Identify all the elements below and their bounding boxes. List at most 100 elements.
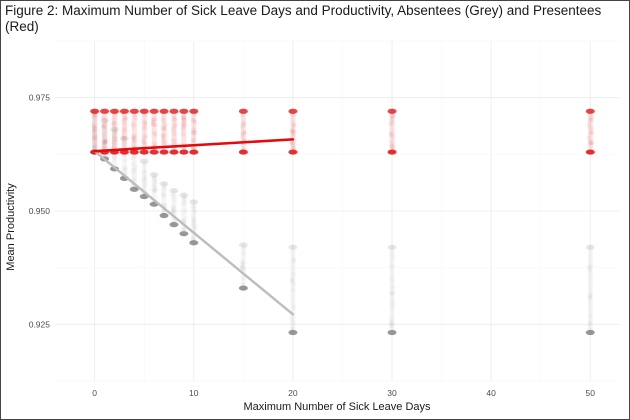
scatter-point (140, 138, 146, 144)
scatter-point (153, 188, 158, 194)
scatter-point (242, 130, 248, 135)
scatter-point (171, 128, 177, 134)
scatter-point (589, 140, 594, 145)
scatter-point (390, 134, 396, 139)
scatter-point (161, 118, 166, 124)
scatter-point (181, 194, 187, 200)
scatter-point (240, 281, 246, 287)
scatter-point (102, 139, 107, 145)
scatter-point (121, 136, 127, 142)
scatter-point (172, 132, 178, 137)
scatter-point (390, 285, 396, 290)
scatter-point (388, 130, 394, 136)
scatter-point (160, 186, 166, 192)
scatter-point (110, 120, 116, 126)
scatter-point (172, 123, 178, 129)
scatter-point (150, 117, 156, 122)
scatter-point (191, 215, 196, 221)
scatter-point (291, 145, 297, 151)
scatter-point (289, 319, 295, 325)
scatter-point (101, 139, 107, 145)
scatter-point (389, 321, 395, 327)
scatter-point (192, 119, 198, 125)
x-tick-label: 30 (387, 388, 397, 398)
scatter-point (180, 124, 186, 130)
scatter-point (123, 115, 129, 121)
scatter-point (101, 138, 107, 144)
point-cluster-low (179, 149, 189, 155)
scatter-point (182, 208, 188, 214)
scatter-point (92, 112, 98, 118)
scatter-point (181, 114, 187, 120)
scatter-point (161, 182, 167, 188)
scatter-point (142, 123, 148, 129)
scatter-point (180, 121, 186, 127)
scatter-point (142, 126, 148, 131)
scatter-point (291, 257, 297, 263)
scatter-point (150, 188, 156, 194)
y-tick-label: 0.975 (29, 93, 51, 103)
scatter-point (102, 140, 108, 146)
scatter-point (291, 304, 297, 310)
scatter-point (111, 153, 117, 159)
scatter-point (122, 115, 128, 121)
point-cluster-high (100, 117, 110, 123)
scatter-point (142, 162, 148, 167)
scatter-point (151, 173, 157, 178)
scatter-point (588, 118, 594, 124)
scatter-point (142, 133, 148, 139)
scatter-point (390, 114, 396, 119)
scatter-point (587, 294, 592, 300)
scatter-point (91, 125, 97, 131)
point-cluster-high (179, 192, 189, 198)
scatter-point (131, 138, 137, 144)
scatter-point (122, 121, 128, 127)
scatter-point (93, 138, 98, 143)
scatter-point (586, 135, 592, 141)
scatter-point (171, 126, 176, 131)
scatter-point (160, 140, 166, 146)
scatter-point (170, 208, 176, 214)
point-cluster-low (288, 149, 298, 155)
scatter-point (112, 129, 118, 134)
scatter-point (110, 137, 116, 142)
scatter-point (102, 139, 108, 145)
scatter-point (170, 137, 176, 143)
point-cluster-high (90, 108, 100, 114)
scatter-point (151, 130, 157, 136)
scatter-point (123, 157, 128, 163)
scatter-point (241, 260, 247, 266)
scatter-point (241, 122, 246, 127)
point-cluster-high (189, 199, 199, 205)
scatter-point (191, 218, 197, 224)
scatter-point (111, 133, 117, 139)
scatter-point (142, 120, 148, 126)
scatter-point (103, 119, 109, 125)
point-cluster-high (149, 108, 159, 114)
scatter-point (101, 123, 107, 129)
scatter-point (239, 131, 245, 137)
x-tick-label: 10 (189, 388, 199, 398)
scatter-point (586, 122, 592, 128)
point-cluster-low (139, 149, 149, 155)
scatter-point (290, 287, 296, 293)
scatter-point (180, 115, 186, 121)
scatter-point (388, 144, 394, 149)
point-cluster-high (585, 108, 595, 114)
scatter-point (191, 127, 197, 133)
scatter-point (389, 320, 394, 326)
scatter-point (91, 124, 97, 130)
point-cluster-high (169, 188, 179, 194)
scatter-point (289, 141, 295, 147)
scatter-point (111, 117, 117, 122)
scatter-point (111, 122, 117, 127)
point-cluster-high (159, 181, 169, 187)
scatter-point (143, 182, 148, 187)
scatter-point (121, 118, 126, 124)
scatter-point (100, 122, 106, 128)
y-tick-label: 0.925 (29, 319, 51, 329)
scatter-point (170, 191, 176, 197)
scatter-point (161, 194, 167, 199)
scatter-point (389, 290, 395, 296)
